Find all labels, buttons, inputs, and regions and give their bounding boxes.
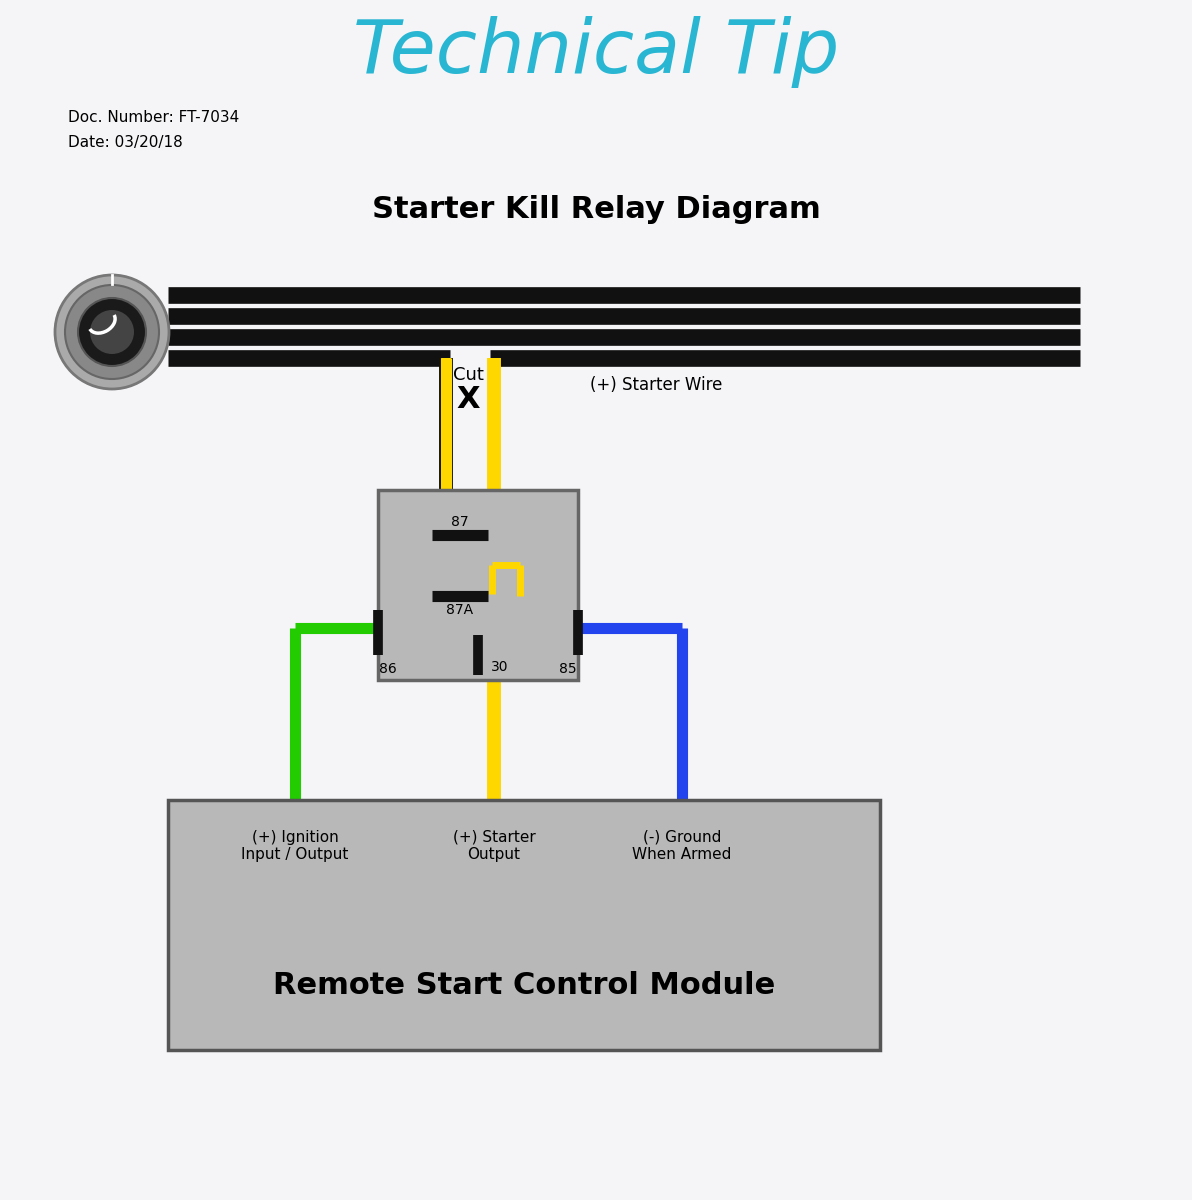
Text: Starter Kill Relay Diagram: Starter Kill Relay Diagram xyxy=(372,196,820,224)
Text: (+) Starter Wire: (+) Starter Wire xyxy=(590,376,722,394)
Text: 87A: 87A xyxy=(447,602,473,617)
Text: Remote Start Control Module: Remote Start Control Module xyxy=(273,971,775,1000)
Text: 86: 86 xyxy=(379,662,397,676)
Bar xyxy=(378,490,578,680)
Text: Date: 03/20/18: Date: 03/20/18 xyxy=(68,134,182,150)
Text: (+) Ignition
Input / Output: (+) Ignition Input / Output xyxy=(241,830,349,863)
Circle shape xyxy=(55,275,169,389)
Text: 30: 30 xyxy=(491,660,509,674)
Text: Cut: Cut xyxy=(453,366,484,384)
Text: 87: 87 xyxy=(452,515,468,529)
Text: Technical Tip: Technical Tip xyxy=(353,16,839,88)
Circle shape xyxy=(91,310,134,354)
Text: 85: 85 xyxy=(559,662,577,676)
Circle shape xyxy=(77,298,145,366)
Text: X: X xyxy=(457,385,479,414)
Circle shape xyxy=(66,284,159,379)
Text: (-) Ground
When Armed: (-) Ground When Armed xyxy=(632,830,732,863)
Text: (+) Starter
Output: (+) Starter Output xyxy=(453,830,535,863)
Text: Doc. Number: FT-7034: Doc. Number: FT-7034 xyxy=(68,110,240,126)
Bar xyxy=(168,800,880,1050)
